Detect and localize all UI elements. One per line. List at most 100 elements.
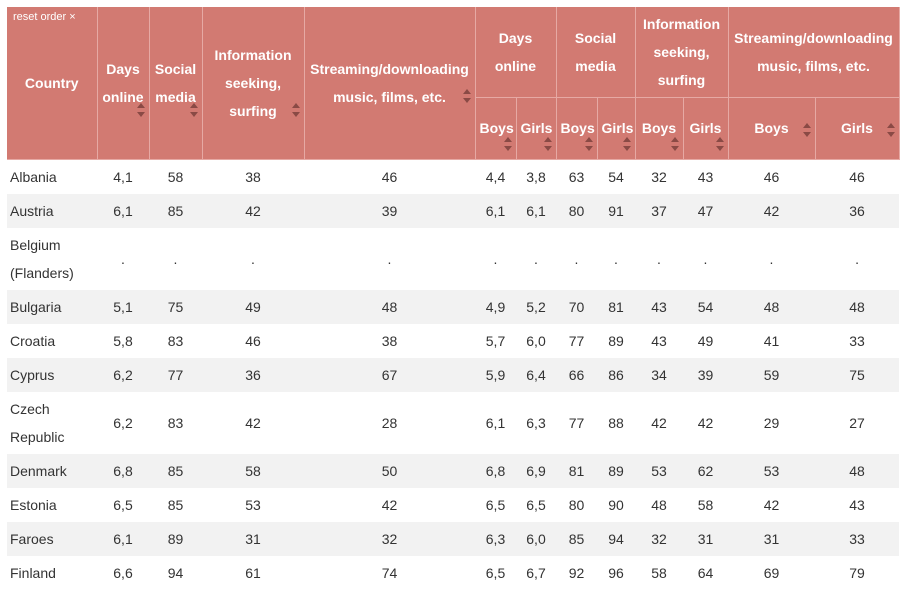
cell-value: . xyxy=(855,250,859,267)
cell-value: 54 xyxy=(683,289,728,324)
cell-value: 58 xyxy=(202,453,304,488)
header-stream-girls[interactable]: Girls xyxy=(815,97,900,160)
cell-value: 53 xyxy=(245,496,261,513)
cell-value: 6,1 xyxy=(485,414,506,431)
group-days-online-label: Days online xyxy=(494,29,537,74)
header-info-boys-label: Boys xyxy=(641,120,677,136)
cell-country: Albania xyxy=(10,168,57,185)
cell-value: . xyxy=(657,250,661,267)
cell-value: 5,7 xyxy=(485,332,506,349)
sort-icon[interactable] xyxy=(189,102,199,117)
header-information[interactable]: Information seeking, surfing xyxy=(202,7,305,160)
sort-icon[interactable] xyxy=(886,122,896,137)
header-days-online[interactable]: Days online xyxy=(97,7,150,160)
header-country[interactable]: reset order × Country xyxy=(7,7,98,160)
cell-value: 66 xyxy=(556,357,597,392)
cell-value: 42 xyxy=(651,414,667,431)
cell-country: Belgium (Flanders) xyxy=(10,236,74,281)
cell-value: 6,1 xyxy=(97,193,149,228)
cell-value: 31 xyxy=(728,521,815,556)
cell-value: 47 xyxy=(683,193,728,228)
header-streaming[interactable]: Streaming/downloading music, films, etc. xyxy=(304,7,476,160)
cell-value: 49 xyxy=(202,289,304,324)
cell-value: 94 xyxy=(597,521,635,556)
sort-icon[interactable] xyxy=(802,122,812,137)
sort-icon[interactable] xyxy=(622,136,632,151)
cell-value: 4,4 xyxy=(485,168,506,185)
cell-value: 29 xyxy=(763,414,780,431)
cell-value: 39 xyxy=(683,357,728,392)
cell-country: Austria xyxy=(7,193,97,228)
cell-value: 61 xyxy=(245,564,261,581)
header-social-media-label: Social media xyxy=(154,60,197,105)
group-information: Information seeking, surfing xyxy=(635,7,729,98)
cell-value: 28 xyxy=(381,414,398,431)
cell-value: 27 xyxy=(849,414,865,431)
sort-icon[interactable] xyxy=(291,102,301,117)
cell-value: 50 xyxy=(304,453,475,488)
header-days-boys-label: Boys xyxy=(479,120,514,136)
sort-icon[interactable] xyxy=(503,136,513,151)
group-days-online: Days online xyxy=(475,7,557,98)
cell-value: 33 xyxy=(815,521,900,556)
sort-icon[interactable] xyxy=(136,102,146,117)
cell-country: Finland xyxy=(10,564,56,581)
cell-value: 38 xyxy=(245,168,261,185)
group-streaming: Streaming/downloading music, films, etc. xyxy=(728,7,900,98)
sort-icon[interactable] xyxy=(462,88,472,103)
reset-order-button[interactable]: reset order × xyxy=(13,11,76,23)
cell-value: 77 xyxy=(568,332,585,349)
cell-value: 6,5 xyxy=(485,564,506,581)
header-days-girls[interactable]: Girls xyxy=(516,97,557,160)
cell-value: 74 xyxy=(381,564,398,581)
cell-value: 89 xyxy=(608,332,624,349)
cell-value: 59 xyxy=(728,357,815,392)
cell-value: . xyxy=(574,250,579,267)
cell-value: 5,9 xyxy=(475,357,516,392)
table-row: Czech Republic 6,2 83 42 28 6,1 6,3 77 88 42 42 29 2… xyxy=(7,392,899,454)
table-row: Bulgaria 5,1 75 49 48 4,9 5,2 70 81 43 54 48 48 xyxy=(7,289,900,324)
header-stream-boys-label: Boys xyxy=(754,120,789,136)
cell-value: 33 xyxy=(849,332,865,349)
header-info-boys[interactable]: Boys xyxy=(635,97,684,160)
header-stream-boys[interactable]: Boys xyxy=(728,97,816,160)
group-streaming-label: Streaming/downloading music, films, etc. xyxy=(734,29,893,74)
header-social-girls[interactable]: Girls xyxy=(597,97,636,160)
cell-value: 6,5 xyxy=(526,496,546,513)
cell-value: 77 xyxy=(568,414,585,431)
cell-value: 36 xyxy=(202,357,304,392)
cell-value: 48 xyxy=(815,453,900,488)
cell-value: 58 xyxy=(697,496,714,513)
cell-value: 6,6 xyxy=(113,564,133,581)
sort-icon[interactable] xyxy=(670,136,680,151)
cell-value: 5,1 xyxy=(97,289,149,324)
cell-value: 49 xyxy=(697,332,714,349)
header-days-boys[interactable]: Boys xyxy=(475,97,517,160)
sort-icon[interactable] xyxy=(715,136,725,151)
cell-value: 37 xyxy=(635,193,683,228)
cell-value: . xyxy=(769,250,774,267)
cell-value: 62 xyxy=(683,453,728,488)
cell-value: 6,2 xyxy=(97,357,149,392)
cell-value: 42 xyxy=(245,414,261,431)
cell-value: . xyxy=(121,250,125,267)
cell-value: 46 xyxy=(381,168,398,185)
sort-icon[interactable] xyxy=(543,136,553,151)
cell-value: 43 xyxy=(651,332,667,349)
cell-value: 89 xyxy=(597,453,635,488)
header-social-boys[interactable]: Boys xyxy=(556,97,598,160)
header-social-boys-label: Boys xyxy=(560,120,595,136)
group-information-label: Information seeking, surfing xyxy=(643,15,720,88)
cell-value: . xyxy=(173,250,178,267)
sort-icon[interactable] xyxy=(584,136,594,151)
cell-value: 90 xyxy=(608,496,624,513)
cell-value: 48 xyxy=(728,289,815,324)
header-social-media[interactable]: Social media xyxy=(149,7,203,160)
cell-value: 43 xyxy=(697,168,714,185)
group-social-media: Social media xyxy=(556,7,636,98)
cell-value: 5,2 xyxy=(516,289,556,324)
header-info-girls[interactable]: Girls xyxy=(683,97,729,160)
cell-value: 77 xyxy=(149,357,202,392)
table-row: Faroes 6,1 89 31 32 6,3 6,0 85 94 32 31 31 33 xyxy=(7,521,900,556)
cell-value: 6,1 xyxy=(516,193,556,228)
